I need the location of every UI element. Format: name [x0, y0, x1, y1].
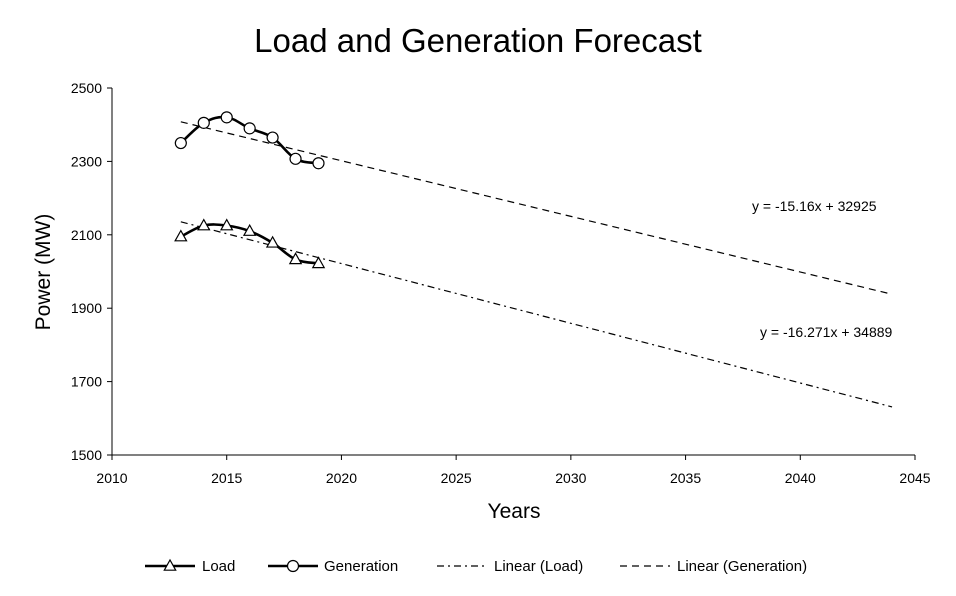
- data-point-generation: [312, 157, 325, 170]
- data-point-load: [288, 252, 303, 265]
- legend: Load Generation Linear (Load) Linear (Gener…: [145, 558, 807, 575]
- equation-generation: y = -15.16x + 32925: [752, 198, 877, 214]
- legend-label-load: Load: [202, 558, 235, 575]
- data-series: [174, 111, 326, 269]
- axes: 1500 1700 1900 2100 2300 2500 2010 2015 2020 2025…: [71, 80, 931, 486]
- data-point-load: [311, 256, 326, 269]
- y-tick-label: 1900: [71, 300, 102, 316]
- data-point-generation: [197, 116, 210, 129]
- legend-label-linear-generation: Linear (Generation): [677, 558, 807, 575]
- data-point-generation: [289, 152, 302, 165]
- trendline-load: [180, 221, 893, 408]
- x-axis-label: Years: [488, 500, 541, 523]
- y-axis-label: Power (MW): [32, 214, 55, 331]
- chart-title: Load and Generation Forecast: [254, 22, 702, 59]
- y-tick-label: 1500: [71, 447, 102, 463]
- trendline-equations: y = -15.16x + 32925 y = -16.271x + 34889: [752, 198, 893, 340]
- x-tick-label: 2010: [96, 470, 127, 486]
- data-point-generation: [174, 136, 187, 150]
- data-point-load: [197, 218, 211, 231]
- x-tick-label: 2035: [670, 470, 701, 486]
- y-tick-label: 2500: [71, 80, 102, 96]
- series-load: [174, 218, 326, 269]
- x-tick-label: 2040: [785, 470, 816, 486]
- x-tick-label: 2015: [211, 470, 242, 486]
- legend-label-linear-load: Linear (Load): [494, 558, 583, 575]
- x-tick-label: 2045: [899, 470, 930, 486]
- legend-marker-generation: [286, 559, 300, 573]
- data-point-load: [174, 229, 188, 242]
- data-point-load: [219, 218, 234, 231]
- equation-load: y = -16.271x + 34889: [760, 324, 893, 340]
- y-tick-label: 1700: [71, 374, 102, 390]
- legend-label-generation: Generation: [324, 558, 398, 575]
- x-tick-label: 2020: [326, 470, 357, 486]
- data-point-load: [265, 235, 280, 248]
- x-tick-label: 2030: [555, 470, 586, 486]
- data-point-generation: [243, 122, 256, 135]
- data-point-generation: [220, 111, 233, 124]
- data-point-load: [242, 223, 257, 236]
- data-point-generation: [266, 131, 279, 144]
- trendline-generation: [180, 121, 893, 295]
- y-tick-label: 2300: [71, 153, 102, 169]
- y-tick-label: 2100: [71, 227, 102, 243]
- legend-marker-load: [163, 558, 177, 571]
- x-tick-label: 2025: [441, 470, 472, 486]
- trendlines: [180, 121, 893, 408]
- series-generation: [174, 111, 325, 170]
